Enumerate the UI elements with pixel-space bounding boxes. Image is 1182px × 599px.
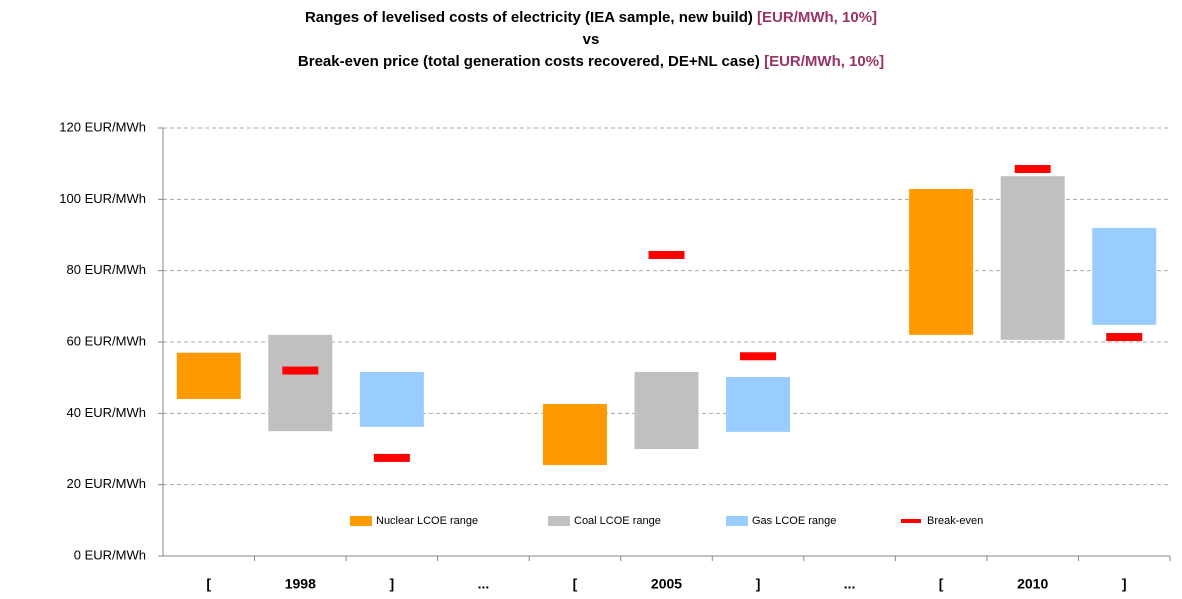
range-bar xyxy=(909,188,974,335)
chart-title: Break-even price (total generation costs… xyxy=(298,53,884,70)
range-bar xyxy=(1092,227,1157,325)
title-text: Break-even price (total generation costs… xyxy=(298,53,760,70)
range-bar xyxy=(634,371,699,449)
range-bar xyxy=(542,404,607,466)
legend-label: Nuclear LCOE range xyxy=(376,515,478,527)
break-even-marker xyxy=(1106,333,1143,342)
y-tick-label: 80 EUR/MWh xyxy=(67,262,146,277)
legend-swatch xyxy=(548,516,570,526)
legend-label: Break-even xyxy=(927,515,983,527)
x-tick-label: ] xyxy=(1122,576,1127,592)
title-text: vs xyxy=(583,31,600,48)
range-bar xyxy=(1000,176,1065,340)
legend-swatch xyxy=(726,516,748,526)
x-tick-label: ... xyxy=(844,576,856,592)
x-tick-label: ] xyxy=(390,576,395,592)
break-even-marker xyxy=(648,250,685,259)
title-unit: [EUR/MWh, 10%] xyxy=(757,9,877,26)
legend-label: Gas LCOE range xyxy=(752,515,836,527)
break-even-marker xyxy=(740,352,777,361)
range-bar xyxy=(268,334,333,432)
title-unit: [EUR/MWh, 10%] xyxy=(764,53,884,70)
y-tick-label: 120 EUR/MWh xyxy=(59,119,146,134)
x-tick-label: ... xyxy=(478,576,490,592)
break-even-marker xyxy=(373,453,410,462)
y-tick-label: 40 EUR/MWh xyxy=(67,405,146,420)
y-tick-label: 60 EUR/MWh xyxy=(67,333,146,348)
legend-label: Coal LCOE range xyxy=(574,515,661,527)
x-tick-label: 2005 xyxy=(651,576,682,592)
legend-swatch xyxy=(901,519,921,523)
chart-title: Ranges of levelised costs of electricity… xyxy=(305,9,877,26)
x-tick-label: [ xyxy=(206,576,211,592)
y-tick-label: 20 EUR/MWh xyxy=(67,476,146,491)
x-tick-label: [ xyxy=(939,576,944,592)
title-text: Ranges of levelised costs of electricity… xyxy=(305,9,753,26)
legend-swatch xyxy=(350,516,372,526)
break-even-marker xyxy=(1014,165,1051,174)
x-tick-label: ] xyxy=(756,576,761,592)
break-even-marker xyxy=(282,366,319,375)
range-bar xyxy=(176,352,241,400)
x-tick-label: 1998 xyxy=(285,576,316,592)
range-bar xyxy=(359,371,424,427)
y-tick-label: 100 EUR/MWh xyxy=(59,191,146,206)
range-bar xyxy=(726,376,791,432)
y-tick-label: 0 EUR/MWh xyxy=(74,547,146,562)
x-tick-label: 2010 xyxy=(1017,576,1048,592)
chart-title: vs xyxy=(583,31,600,48)
x-tick-label: [ xyxy=(573,576,578,592)
